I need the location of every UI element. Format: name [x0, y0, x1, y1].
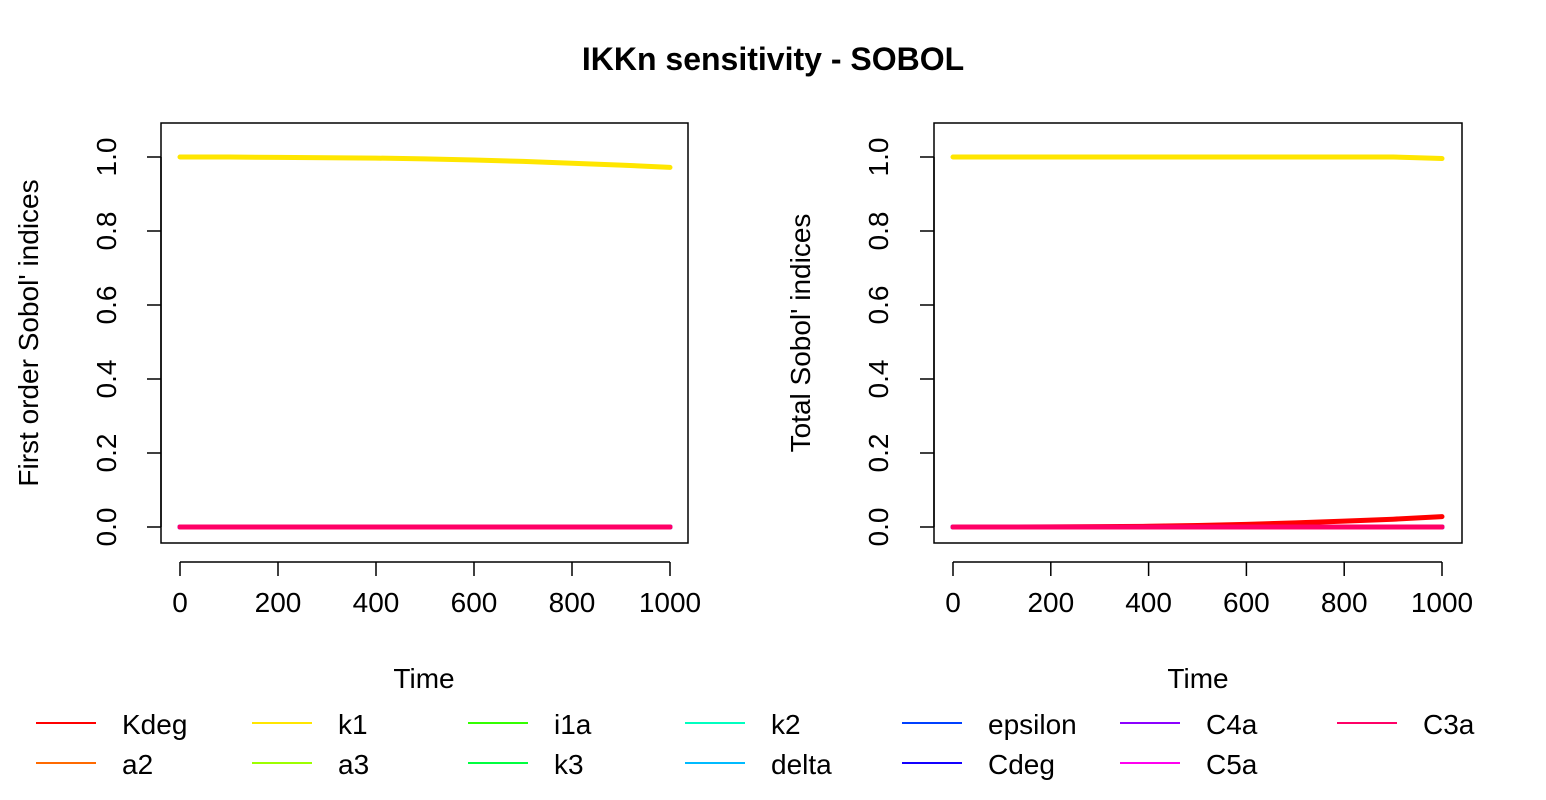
left-x-axis-label: Time — [393, 663, 454, 694]
x-tick-label: 400 — [353, 587, 400, 618]
legend-label: Cdeg — [988, 749, 1055, 780]
legend-item-c4a: C4a — [1120, 709, 1258, 740]
legend-item-kdeg: Kdeg — [36, 709, 187, 740]
series-line-k1 — [177, 154, 673, 170]
legend-item-k3: k3 — [468, 749, 584, 780]
left-y-axis-label: First order Sobol' indices — [13, 179, 44, 486]
legend-item-a3: a3 — [252, 749, 369, 780]
legend-item-delta: delta — [685, 749, 832, 780]
right-y-axis: 0.0 0.2 0.4 0.6 0.8 1.0 — [863, 138, 935, 547]
legend-item-a2: a2 — [36, 749, 153, 780]
y-tick-label: 0.8 — [863, 212, 894, 251]
legend-label: a3 — [338, 749, 369, 780]
legend-label: C4a — [1206, 709, 1258, 740]
legend-item-cdeg: Cdeg — [902, 749, 1055, 780]
y-tick-label: 0.6 — [863, 286, 894, 325]
y-tick-label: 0.0 — [863, 508, 894, 547]
left-x-axis: 0 200 400 600 800 1000 — [172, 561, 701, 618]
y-tick-label: 0.6 — [91, 286, 122, 325]
y-tick-label: 0.8 — [91, 212, 122, 251]
series-line-k1 — [950, 154, 1445, 161]
legend-label: Kdeg — [122, 709, 187, 740]
y-tick-label: 1.0 — [91, 138, 122, 177]
x-tick-label: 0 — [945, 587, 961, 618]
right-y-axis-label: Total Sobol' indices — [785, 214, 816, 453]
y-tick-label: 1.0 — [863, 138, 894, 177]
legend-item-i1a: i1a — [468, 709, 592, 740]
y-tick-label: 0.4 — [863, 360, 894, 399]
x-tick-label: 800 — [549, 587, 596, 618]
chart-title: IKKn sensitivity - SOBOL — [582, 41, 964, 77]
legend-label: C5a — [1206, 749, 1258, 780]
legend-item-c3a: C3a — [1337, 709, 1475, 740]
legend-label: k1 — [338, 709, 368, 740]
left-y-axis: 0.0 0.2 0.4 0.6 0.8 1.0 — [91, 138, 162, 547]
x-tick-label: 1000 — [1411, 587, 1473, 618]
legend-label: k2 — [771, 709, 801, 740]
x-tick-label: 200 — [255, 587, 302, 618]
x-tick-label: 0 — [172, 587, 188, 618]
legend-item-k2: k2 — [685, 709, 801, 740]
legend-label: C3a — [1423, 709, 1475, 740]
x-tick-label: 1000 — [639, 587, 701, 618]
right-series-lines — [950, 154, 1445, 530]
legend-label: k3 — [554, 749, 584, 780]
right-x-axis: 0 200 400 600 800 1000 — [945, 561, 1473, 618]
y-tick-label: 0.4 — [91, 360, 122, 399]
legend-item-k1: k1 — [252, 709, 368, 740]
left-panel: 0 200 400 600 800 1000 0.0 0.2 0.4 0.6 0.8 1.0 Tim… — [13, 122, 701, 694]
left-series-lines — [177, 154, 673, 530]
x-tick-label: 600 — [1223, 587, 1270, 618]
y-tick-label: 0.2 — [91, 434, 122, 473]
x-tick-label: 200 — [1027, 587, 1074, 618]
right-panel: 0 200 400 600 800 1000 0.0 0.2 0.4 0.6 0.8 1.0 Tim… — [785, 122, 1473, 694]
legend: Kdeg a2 k1 a3 i1a k3 k2 delta epsilon Cdeg C4a C5a C… — [36, 709, 1475, 780]
right-plot-frame — [933, 122, 1463, 544]
left-plot-frame — [160, 122, 689, 544]
legend-item-epsilon: epsilon — [902, 709, 1077, 740]
x-tick-label: 600 — [451, 587, 498, 618]
y-tick-label: 0.0 — [91, 508, 122, 547]
legend-label: i1a — [554, 709, 592, 740]
legend-item-c5a: C5a — [1120, 749, 1258, 780]
legend-label: epsilon — [988, 709, 1077, 740]
x-tick-label: 400 — [1125, 587, 1172, 618]
y-tick-label: 0.2 — [863, 434, 894, 473]
right-x-axis-label: Time — [1167, 663, 1228, 694]
legend-label: delta — [771, 749, 832, 780]
legend-label: a2 — [122, 749, 153, 780]
x-tick-label: 800 — [1321, 587, 1368, 618]
